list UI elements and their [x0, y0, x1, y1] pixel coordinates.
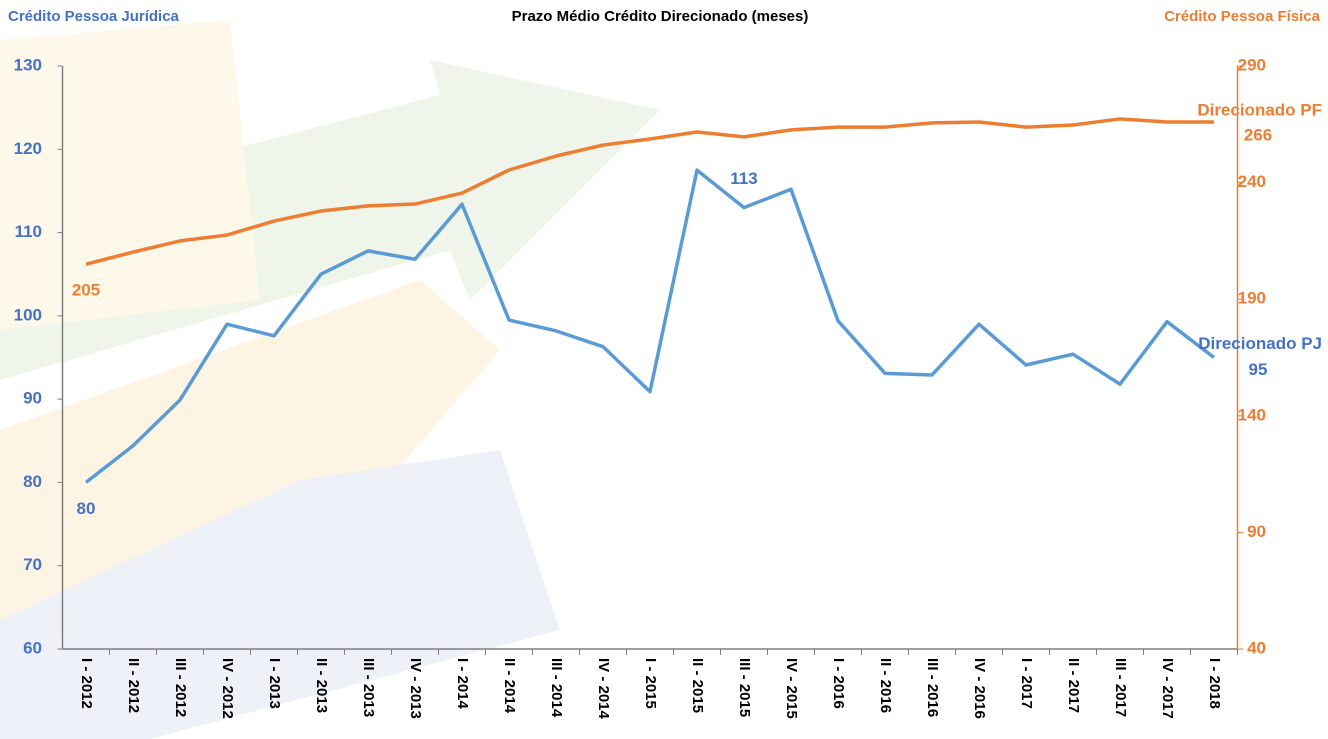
- x-tick-label: III - 2015: [736, 658, 753, 717]
- x-tick-label: II - 2016: [877, 658, 894, 713]
- line-series: [84, 168, 1216, 484]
- y2-tick-label: 140: [1238, 405, 1266, 424]
- y2-tick-label: 240: [1238, 172, 1266, 191]
- x-tick-label: IV - 2017: [1159, 658, 1176, 719]
- x-tick-label: III - 2014: [548, 658, 565, 718]
- data-label: 113: [730, 169, 757, 188]
- x-tick-label: I - 2014: [454, 658, 471, 710]
- data-label: 80: [77, 499, 96, 518]
- y2-tick-label: 40: [1247, 638, 1266, 657]
- data-label: 95: [1249, 360, 1268, 379]
- x-tick-label: II - 2017: [1065, 658, 1082, 713]
- x-tick-label: IV - 2013: [407, 658, 424, 719]
- x-tick-label: II - 2015: [689, 658, 706, 713]
- y2-tick-label: 90: [1247, 522, 1266, 541]
- data-label: 205: [72, 281, 100, 300]
- x-tick-label: I - 2017: [1018, 658, 1035, 709]
- series-label: Direcionado PF: [1197, 100, 1322, 119]
- x-tick-label: I - 2015: [642, 658, 659, 709]
- data-label: 266: [1244, 125, 1272, 144]
- chart-title: Prazo Médio Crédito Direcionado (meses): [512, 8, 809, 25]
- x-tick-label: I - 2016: [830, 658, 847, 709]
- x-tick-label: I - 2012: [78, 658, 95, 709]
- x-tick-label: II - 2014: [501, 658, 518, 714]
- series-label: Direcionado PJ: [1198, 334, 1322, 353]
- x-tick-label: IV - 2016: [971, 658, 988, 719]
- y-tick-label: 130: [14, 55, 42, 74]
- x-tick-label: III - 2013: [360, 658, 377, 717]
- x-tick-label: III - 2017: [1112, 658, 1129, 717]
- x-tick-label: IV - 2014: [595, 658, 612, 720]
- x-tick-label: IV - 2015: [783, 658, 800, 719]
- x-tick-label: II - 2013: [313, 658, 330, 713]
- y2-tick-label: 290: [1238, 55, 1266, 74]
- y-tick-label: 100: [14, 305, 42, 324]
- y-tick-label: 110: [15, 222, 42, 241]
- x-tick-label: I - 2018: [1206, 658, 1223, 709]
- y-tick-label: 70: [23, 555, 42, 574]
- x-tick-label: III - 2016: [924, 658, 941, 717]
- y-tick-label: 90: [23, 389, 42, 408]
- y-tick-label: 60: [23, 638, 42, 657]
- y-axis-title: Crédito Pessoa Jurídica: [8, 8, 180, 25]
- y-tick-label: 120: [14, 139, 42, 158]
- x-tick-label: IV - 2012: [219, 658, 236, 719]
- y2-tick-label: 190: [1238, 289, 1266, 308]
- background-arrows: [0, 20, 660, 739]
- x-tick-label: III - 2012: [172, 658, 189, 717]
- line-series: [85, 117, 1214, 266]
- x-tick-label: I - 2013: [266, 658, 283, 709]
- x-tick-label: II - 2012: [125, 658, 142, 713]
- y-tick-label: 80: [23, 472, 42, 491]
- y2-axis-title: Crédito Pessoa Física: [1164, 8, 1321, 25]
